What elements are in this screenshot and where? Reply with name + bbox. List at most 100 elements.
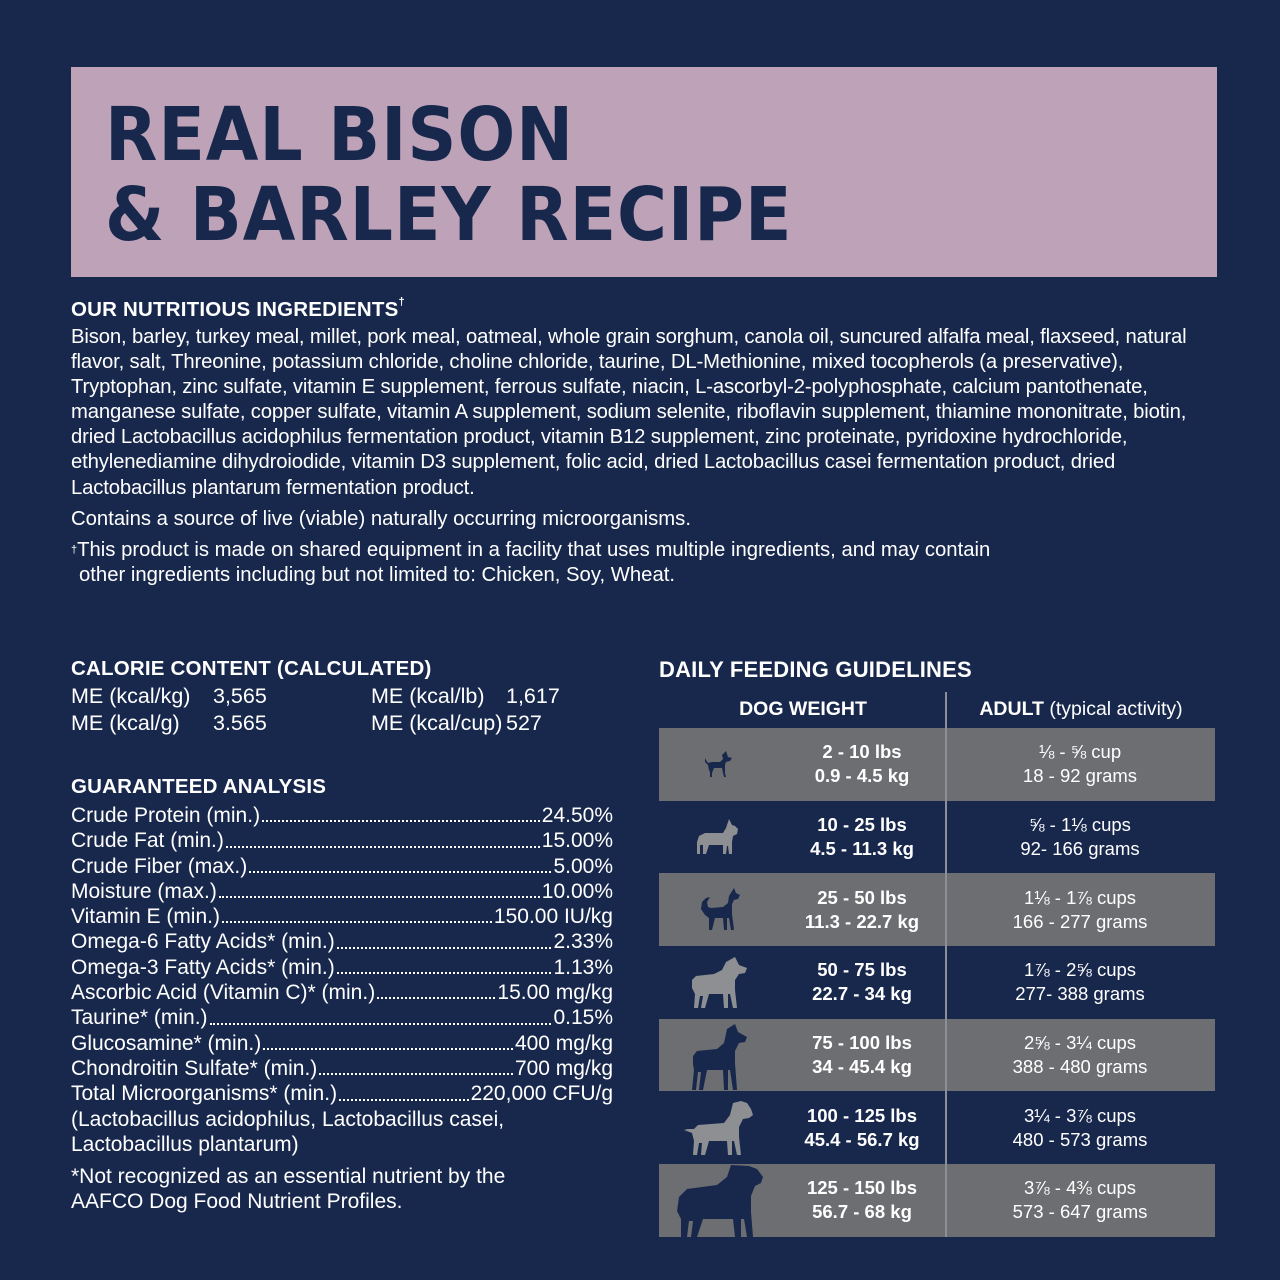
weight-lbs: 75 - 100 lbs — [812, 1032, 912, 1054]
feeding-amount: ⅛ - ⅝ cup 18 - 92 grams — [945, 740, 1215, 788]
analysis-row: Taurine* (min.) 0.15% — [71, 1005, 613, 1030]
analysis-value: 1.13% — [553, 955, 613, 979]
analysis-row: Total Microorganisms* (min.) 220,000 CFU/… — [71, 1081, 613, 1106]
feeding-row: 25 - 50 lbs 11.3 - 22.7 kg 1⅛ - 1⅞ cups 16… — [659, 873, 1215, 947]
footnote-line-1: *Not recognized as an essential nutrient… — [71, 1165, 506, 1189]
dot-leader — [263, 1047, 513, 1050]
row-divider — [945, 728, 947, 801]
calorie-value: 3,565 — [213, 684, 267, 708]
french-bulldog-icon — [659, 801, 779, 874]
dagger-mark: † — [71, 543, 78, 556]
adult-header-rest: (typical activity) — [1043, 697, 1183, 720]
probiotic-note: Contains a source of live (viable) natur… — [71, 507, 691, 530]
weight-kg: 4.5 - 11.3 kg — [810, 838, 914, 860]
dot-leader — [225, 845, 540, 848]
dot-leader — [262, 820, 540, 823]
weight-lbs: 50 - 75 lbs — [817, 959, 907, 981]
analysis-value: 700 mg/kg — [514, 1056, 613, 1080]
analysis-label: Omega-3 Fatty Acids* (min.) — [71, 955, 335, 979]
weight-range: 25 - 50 lbs 11.3 - 22.7 kg — [779, 886, 945, 934]
amount-grams: 92- 166 grams — [1020, 838, 1140, 860]
analysis-row: Vitamin E (min.) 150.00 IU/kg — [71, 904, 613, 929]
weight-kg: 45.4 - 56.7 kg — [804, 1128, 920, 1150]
weight-lbs: 2 - 10 lbs — [822, 741, 902, 763]
analysis-row: Glucosamine* (min.) 400 mg/kg — [71, 1031, 613, 1056]
weight-range: 50 - 75 lbs 22.7 - 34 kg — [779, 958, 945, 1006]
dot-leader — [339, 1098, 469, 1101]
ingredients-section: OUR NUTRITIOUS INGREDIENTS† Bison, barle… — [71, 296, 1221, 588]
footnote-line-2: AAFCO Dog Food Nutrient Profiles. — [71, 1190, 403, 1214]
dot-leader — [336, 972, 552, 975]
labrador-icon — [659, 1091, 779, 1164]
amount-grams: 277- 388 grams — [1015, 983, 1145, 1005]
feeding-heading: DAILY FEEDING GUIDELINES — [659, 657, 972, 682]
feeding-row: 125 - 150 lbs 56.7 - 68 kg 3⅞ - 4⅜ cups 57… — [659, 1164, 1215, 1237]
analysis-label: Vitamin E (min.) — [71, 905, 220, 929]
weight-range: 100 - 125 lbs 45.4 - 56.7 kg — [779, 1104, 945, 1152]
amount-cups: 1⅞ - 2⅝ cups — [1023, 959, 1137, 981]
ingredients-heading-text: OUR NUTRITIOUS INGREDIENTS — [71, 298, 399, 321]
row-divider — [945, 873, 947, 947]
analysis-value: 15.00 mg/kg — [497, 981, 613, 1005]
row-divider — [945, 1164, 947, 1237]
dot-leader — [377, 997, 496, 1000]
feeding-row: 50 - 75 lbs 22.7 - 34 kg 1⅞ - 2⅝ cups 277-… — [659, 946, 1215, 1019]
adult-header-bold: ADULT — [979, 697, 1044, 720]
row-divider — [945, 1018, 947, 1092]
dot-leader — [209, 1022, 552, 1025]
analysis-value: 150.00 IU/kg — [493, 905, 613, 929]
weight-kg: 22.7 - 34 kg — [812, 983, 912, 1005]
allergen-line-2: other ingredients including but not limi… — [79, 563, 675, 586]
feeding-row: 10 - 25 lbs 4.5 - 11.3 kg ⅝ - 1⅛ cups 92- … — [659, 800, 1215, 874]
analysis-label: Chondroitin Sulfate* (min.) — [71, 1056, 318, 1080]
amount-cups: ⅝ - 1⅛ cups — [1029, 814, 1131, 836]
analysis-value: 220,000 CFU/g — [470, 1082, 613, 1106]
calorie-content-section: CALORIE CONTENT (CALCULATED) ME (kcal/kg… — [71, 657, 611, 737]
great-dane-icon — [659, 1019, 779, 1092]
feeding-table-header: DOG WEIGHT ADULT (typical activity) — [659, 683, 1215, 735]
analysis-row: Omega-6 Fatty Acids* (min.) 2.33% — [71, 929, 613, 954]
analysis-row: Crude Fat (min.) 15.00% — [71, 828, 613, 853]
analysis-row: Ascorbic Acid (Vitamin C)* (min.) 15.00 m… — [71, 980, 613, 1005]
amount-cups: ⅛ - ⅝ cup — [1038, 741, 1122, 763]
microorganisms-line-2: Lactobacillus plantarum) — [71, 1132, 299, 1156]
row-divider — [945, 1091, 947, 1165]
feeding-amount: 3⅞ - 4⅜ cups 573 - 647 grams — [945, 1176, 1215, 1224]
guaranteed-analysis-section: GUARANTEED ANALYSIS Crude Protein (min.)… — [71, 775, 613, 1215]
weight-lbs: 25 - 50 lbs — [817, 886, 907, 908]
calorie-label: ME (kcal/kg) — [71, 684, 191, 708]
weight-kg: 34 - 45.4 kg — [812, 1056, 912, 1078]
spitz-dog-icon — [659, 873, 779, 946]
amount-grams: 573 - 647 grams — [1012, 1201, 1148, 1223]
dot-leader — [221, 921, 492, 924]
weight-lbs: 125 - 150 lbs — [806, 1177, 918, 1199]
chihuahua-icon — [659, 728, 779, 801]
feeding-table: 2 - 10 lbs 0.9 - 4.5 kg ⅛ - ⅝ cup 18 - 92 … — [659, 728, 1215, 1237]
analysis-value: 24.50% — [541, 804, 613, 827]
newfoundland-icon — [659, 1164, 779, 1237]
analysis-value: 0.15% — [553, 1006, 613, 1030]
allergen-line-1: This product is made on shared equipment… — [77, 538, 991, 561]
amount-grams: 166 - 277 grams — [1012, 910, 1148, 932]
microorganisms-line-1: (Lactobacillus acidophilus, Lactobacillu… — [71, 1107, 505, 1131]
amount-cups: 2⅝ - 3¼ cups — [1023, 1032, 1137, 1054]
weight-lbs: 100 - 125 lbs — [806, 1104, 918, 1126]
analysis-label: Crude Fat (min.) — [71, 829, 224, 853]
analysis-label: Crude Protein (min.) — [71, 804, 261, 827]
weight-lbs: 10 - 25 lbs — [817, 814, 907, 836]
calorie-grid: ME (kcal/kg) 3,565 ME (kcal/lb) 1,617 ME… — [71, 683, 611, 737]
amount-grams: 480 - 573 grams — [1012, 1128, 1148, 1150]
row-divider — [945, 946, 947, 1019]
analysis-row: Crude Fiber (max.) 5.00% — [71, 854, 613, 879]
analysis-value: 5.00% — [553, 854, 613, 878]
analysis-label: Ascorbic Acid (Vitamin C)* (min.) — [71, 981, 376, 1005]
weight-kg: 0.9 - 4.5 kg — [814, 765, 910, 787]
analysis-label: Moisture (max.) — [71, 879, 217, 903]
calorie-label: ME (kcal/g) — [71, 711, 180, 735]
weight-kg: 56.7 - 68 kg — [812, 1201, 912, 1223]
weight-range: 125 - 150 lbs 56.7 - 68 kg — [779, 1176, 945, 1224]
analysis-row: Omega-3 Fatty Acids* (min.) 1.13% — [71, 955, 613, 980]
analysis-row: Chondroitin Sulfate* (min.) 700 mg/kg — [71, 1056, 613, 1081]
feeding-row: 2 - 10 lbs 0.9 - 4.5 kg ⅛ - ⅝ cup 18 - 92 … — [659, 728, 1215, 801]
weight-kg: 11.3 - 22.7 kg — [804, 910, 920, 932]
